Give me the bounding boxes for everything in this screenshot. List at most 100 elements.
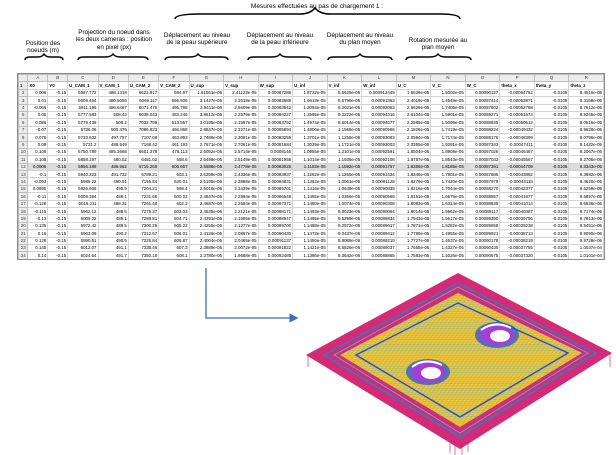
table-cell[interactable]: 0.00090566 — [361, 192, 397, 201]
table-row[interactable]: 250.155-0.156036.33492.27362.91608.62.36… — [18, 258, 604, 259]
table-cell[interactable]: 1.4637e-05 — [430, 236, 466, 246]
table-cell[interactable]: 0.00090915 — [464, 258, 501, 259]
table-cell[interactable]: 1.0101e-04 — [568, 251, 604, 259]
table-row[interactable]: 12 0.0906 -0.15 5856.189 486.562 6715.269 606.… — [18, 162, 604, 172]
table-cell[interactable]: 5856.189 — [67, 162, 99, 172]
table-cell[interactable]: 8.3158e-05 — [568, 96, 604, 105]
table-cell[interactable]: 8.7612e-05 — [568, 103, 604, 112]
table-cell[interactable]: 1.7943e-05 — [395, 214, 432, 223]
table-cell[interactable]: 1.8151e-05 — [395, 192, 432, 201]
table-cell[interactable]: -0.15 — [47, 184, 69, 194]
table-cell[interactable]: -0.15 — [47, 251, 69, 259]
table-cell[interactable]: 6012.07 — [67, 243, 99, 253]
table-cell[interactable]: 0.00089617 — [361, 221, 397, 231]
table-cell[interactable]: 1.5617e-05 — [430, 214, 466, 223]
table-cell[interactable]: 7288.81 — [127, 214, 160, 223]
table-cell[interactable]: 1.8543e-05 — [430, 155, 466, 164]
table-cell[interactable]: 0.00083792 — [257, 118, 294, 127]
table-cell[interactable]: 5858.197 — [67, 155, 99, 164]
table-cell[interactable]: 2.4019e-05 — [395, 96, 432, 105]
table-cell[interactable]: 2.7671e-05 — [188, 140, 225, 149]
table-cell[interactable]: 508.43 — [97, 110, 129, 120]
table-cell[interactable]: -0.1 — [27, 170, 49, 179]
table-cell[interactable]: -0.00038713 — [499, 229, 535, 238]
table-cell[interactable]: 605.22 — [158, 221, 190, 231]
table-cell[interactable]: 1.1455e-05 — [292, 192, 328, 201]
table-cell[interactable]: 606.01 — [158, 229, 190, 238]
table-cell[interactable]: 1.7799e-05 — [395, 229, 432, 238]
table-cell[interactable]: -0.15 — [47, 110, 69, 120]
table-cell[interactable]: 2.2994e-05 — [223, 192, 259, 201]
column-header[interactable]: C — [67, 74, 99, 83]
table-cell[interactable]: 1.0164e-04 — [568, 258, 604, 259]
table-cell[interactable]: 6623.817 — [127, 88, 160, 98]
table-cell[interactable]: 1.7174e-05 — [430, 133, 466, 142]
table-cell[interactable]: 0.00090430 — [257, 229, 294, 238]
table-cell[interactable]: 489.5 — [97, 221, 129, 231]
table-cell[interactable]: 9.6536e-05 — [568, 199, 604, 209]
table-row[interactable]: 7 -0.07 -0.15 5736.06 500.476 7086.823 466.868… — [18, 125, 604, 135]
table-cell[interactable]: 608.6 — [158, 258, 190, 259]
table-cell[interactable]: -0.00054752 — [499, 88, 535, 98]
table-cell[interactable]: 0.0895 — [27, 184, 49, 194]
table-row[interactable]: 1 X0 Y0 U_CAM_1 V_CAM_1 U_CAM_2 V_CAM_2 U_sup V_… — [18, 81, 604, 90]
table-cell[interactable]: 492.2 — [97, 258, 129, 259]
table-cell[interactable]: 1.8908e-05 — [430, 147, 466, 157]
table-cell[interactable]: 0.00087414 — [464, 96, 501, 105]
table-cell[interactable]: -0.00046467 — [499, 147, 535, 157]
table-cell[interactable]: 0.00086548 — [257, 192, 294, 201]
table-cell[interactable]: 1.0037e-04 — [568, 243, 604, 253]
row-header[interactable]: 6 — [18, 118, 29, 127]
table-cell[interactable]: 0.16 — [27, 229, 49, 238]
table-cell[interactable]: 1.1592e-05 — [326, 162, 363, 172]
table-cell[interactable]: 7107.68 — [127, 133, 160, 142]
table-cell[interactable]: 0.076 — [27, 133, 49, 142]
table-cell[interactable]: 9.2021e-06 — [326, 103, 363, 112]
table-cell[interactable]: 6071.476 — [127, 103, 160, 112]
table-cell[interactable]: 6587.772 — [67, 88, 99, 98]
table-row[interactable]: 13 -0.1 -0.15 5940.323 491.732 6789.21 603.1 2.… — [18, 170, 604, 179]
table-cell[interactable]: -0.15 — [47, 118, 69, 127]
table-cell[interactable]: 7204.21 — [127, 184, 160, 194]
table-cell[interactable]: 2.4535e-05 — [188, 207, 225, 216]
table-cell[interactable]: -0.0105 — [533, 243, 570, 253]
table-cell[interactable]: -0.0105 — [533, 162, 570, 172]
table-cell[interactable]: 1.1568e-05 — [326, 125, 363, 135]
table-row[interactable]: 11 0.108 -0.15 5858.197 480.52 6481.02 558.6 2.… — [18, 155, 604, 164]
table-cell[interactable]: 1.3701e-05 — [292, 133, 328, 142]
table-cell[interactable]: 9.5399e-06 — [326, 214, 363, 223]
table-cell[interactable]: 0.00089921 — [464, 229, 501, 238]
table-cell[interactable]: 488.5 — [97, 207, 129, 216]
table-cell[interactable]: 0.00094077 — [361, 118, 397, 127]
table-cell[interactable]: 0.086 — [27, 118, 49, 127]
table-cell[interactable]: 5.5798e-06 — [326, 96, 363, 105]
table-cell[interactable]: 488.1318 — [97, 88, 129, 98]
table-cell[interactable]: 1.1183e-05 — [292, 162, 328, 172]
table-row[interactable]: 15 0.0895 -0.15 5926.606 495.9 7204.21 598.4 2.… — [18, 184, 604, 194]
table-cell[interactable]: 0.00092108 — [361, 155, 397, 164]
table-cell[interactable]: 486.562 — [97, 162, 129, 172]
table-cell[interactable]: 1.61061e-05 — [188, 88, 225, 98]
table-cell[interactable]: 485.3668 — [97, 147, 129, 157]
table-cell[interactable]: 3.9411e-05 — [188, 103, 225, 112]
table-cell[interactable]: 0.00091128 — [361, 177, 397, 186]
header-cell[interactable]: U_C — [395, 81, 432, 90]
table-cell[interactable]: -0.0105 — [533, 207, 570, 216]
table-cell[interactable]: 2.4126e-05 — [188, 229, 225, 238]
table-cell[interactable]: 1.4327e-05 — [430, 243, 466, 253]
table-cell[interactable]: 9.0796e-05 — [568, 133, 604, 142]
row-header[interactable]: 7 — [18, 125, 29, 135]
table-cell[interactable]: 558.6 — [158, 155, 190, 164]
table-cell[interactable]: 9.2872e-06 — [326, 221, 363, 231]
table-cell[interactable]: -0.00038219 — [499, 236, 535, 246]
table-cell[interactable]: 8.6014e-06 — [326, 118, 363, 127]
table-cell[interactable]: 0.00088935 — [464, 118, 501, 127]
table-cell[interactable]: 1.5901e-05 — [430, 110, 466, 120]
table-cell[interactable]: -0.15 — [47, 192, 69, 201]
table-cell[interactable]: 6008.384 — [67, 192, 99, 201]
table-cell[interactable]: 7338.46 — [127, 243, 160, 253]
table-cell[interactable]: 1.8757e-05 — [395, 155, 432, 164]
table-cell[interactable]: 0.00087288 — [257, 88, 294, 98]
table-cell[interactable]: 2.3091e-05 — [223, 133, 259, 142]
